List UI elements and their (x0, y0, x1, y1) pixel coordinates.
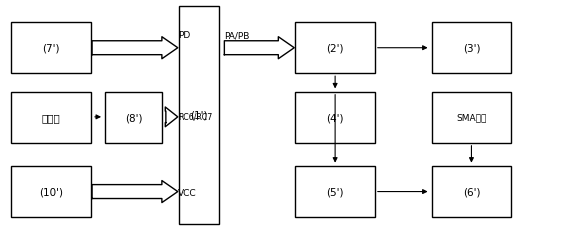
Text: SMA负载: SMA负载 (456, 113, 487, 122)
Bar (11, 92, 91, 143)
Text: (7'): (7') (43, 43, 60, 54)
Bar (11, 23, 91, 74)
Bar (295, 92, 375, 143)
Text: (6'): (6') (463, 187, 480, 197)
Polygon shape (92, 37, 178, 59)
Text: (5'): (5') (327, 187, 344, 197)
Text: (10'): (10') (39, 187, 63, 197)
Text: (8'): (8') (125, 113, 142, 123)
Polygon shape (224, 37, 294, 59)
Bar (432, 166, 511, 217)
Text: (3'): (3') (463, 43, 480, 54)
Text: PD: PD (178, 31, 190, 40)
Text: RC6/RC7: RC6/RC7 (178, 112, 212, 121)
Text: PA/PB: PA/PB (224, 31, 250, 40)
Text: (2'): (2') (327, 43, 344, 54)
Polygon shape (165, 108, 178, 127)
Bar (295, 166, 375, 217)
Bar (105, 92, 162, 143)
Text: (1'): (1') (190, 110, 207, 121)
Polygon shape (92, 181, 178, 203)
Bar (295, 23, 375, 74)
Text: 上位机: 上位机 (41, 113, 61, 123)
Bar (179, 7, 219, 224)
Bar (432, 92, 511, 143)
Bar (11, 166, 91, 217)
Text: VCC: VCC (178, 188, 197, 197)
Bar (432, 23, 511, 74)
Text: (4'): (4') (327, 113, 344, 123)
